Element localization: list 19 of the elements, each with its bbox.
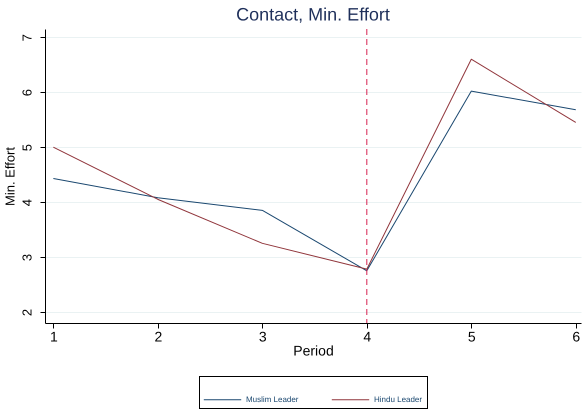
x-tick-label: 6 bbox=[572, 328, 580, 344]
chart-title: Contact, Min. Effort bbox=[236, 4, 390, 24]
legend-label: Muslim Leader bbox=[246, 394, 299, 404]
x-tick-label: 5 bbox=[468, 328, 476, 344]
x-tick-label: 1 bbox=[50, 328, 58, 344]
y-tick-label: 6 bbox=[20, 89, 34, 96]
y-tick-label: 3 bbox=[20, 254, 34, 262]
y-axis-title: Min. Effort bbox=[2, 146, 18, 206]
line-series bbox=[52, 58, 576, 270]
y-tick-label: 4 bbox=[20, 198, 34, 206]
x-axis-title: Period bbox=[293, 342, 334, 358]
x-tick-label: 4 bbox=[363, 328, 372, 344]
y-tick-label: 7 bbox=[20, 34, 34, 42]
y-tick-label: 5 bbox=[20, 144, 34, 152]
line-series bbox=[52, 90, 576, 272]
x-tick-label: 2 bbox=[154, 328, 162, 344]
y-tick-label: 2 bbox=[20, 308, 34, 316]
legend-label: Hindu Leader bbox=[374, 394, 422, 404]
x-tick-label: 3 bbox=[258, 328, 267, 344]
